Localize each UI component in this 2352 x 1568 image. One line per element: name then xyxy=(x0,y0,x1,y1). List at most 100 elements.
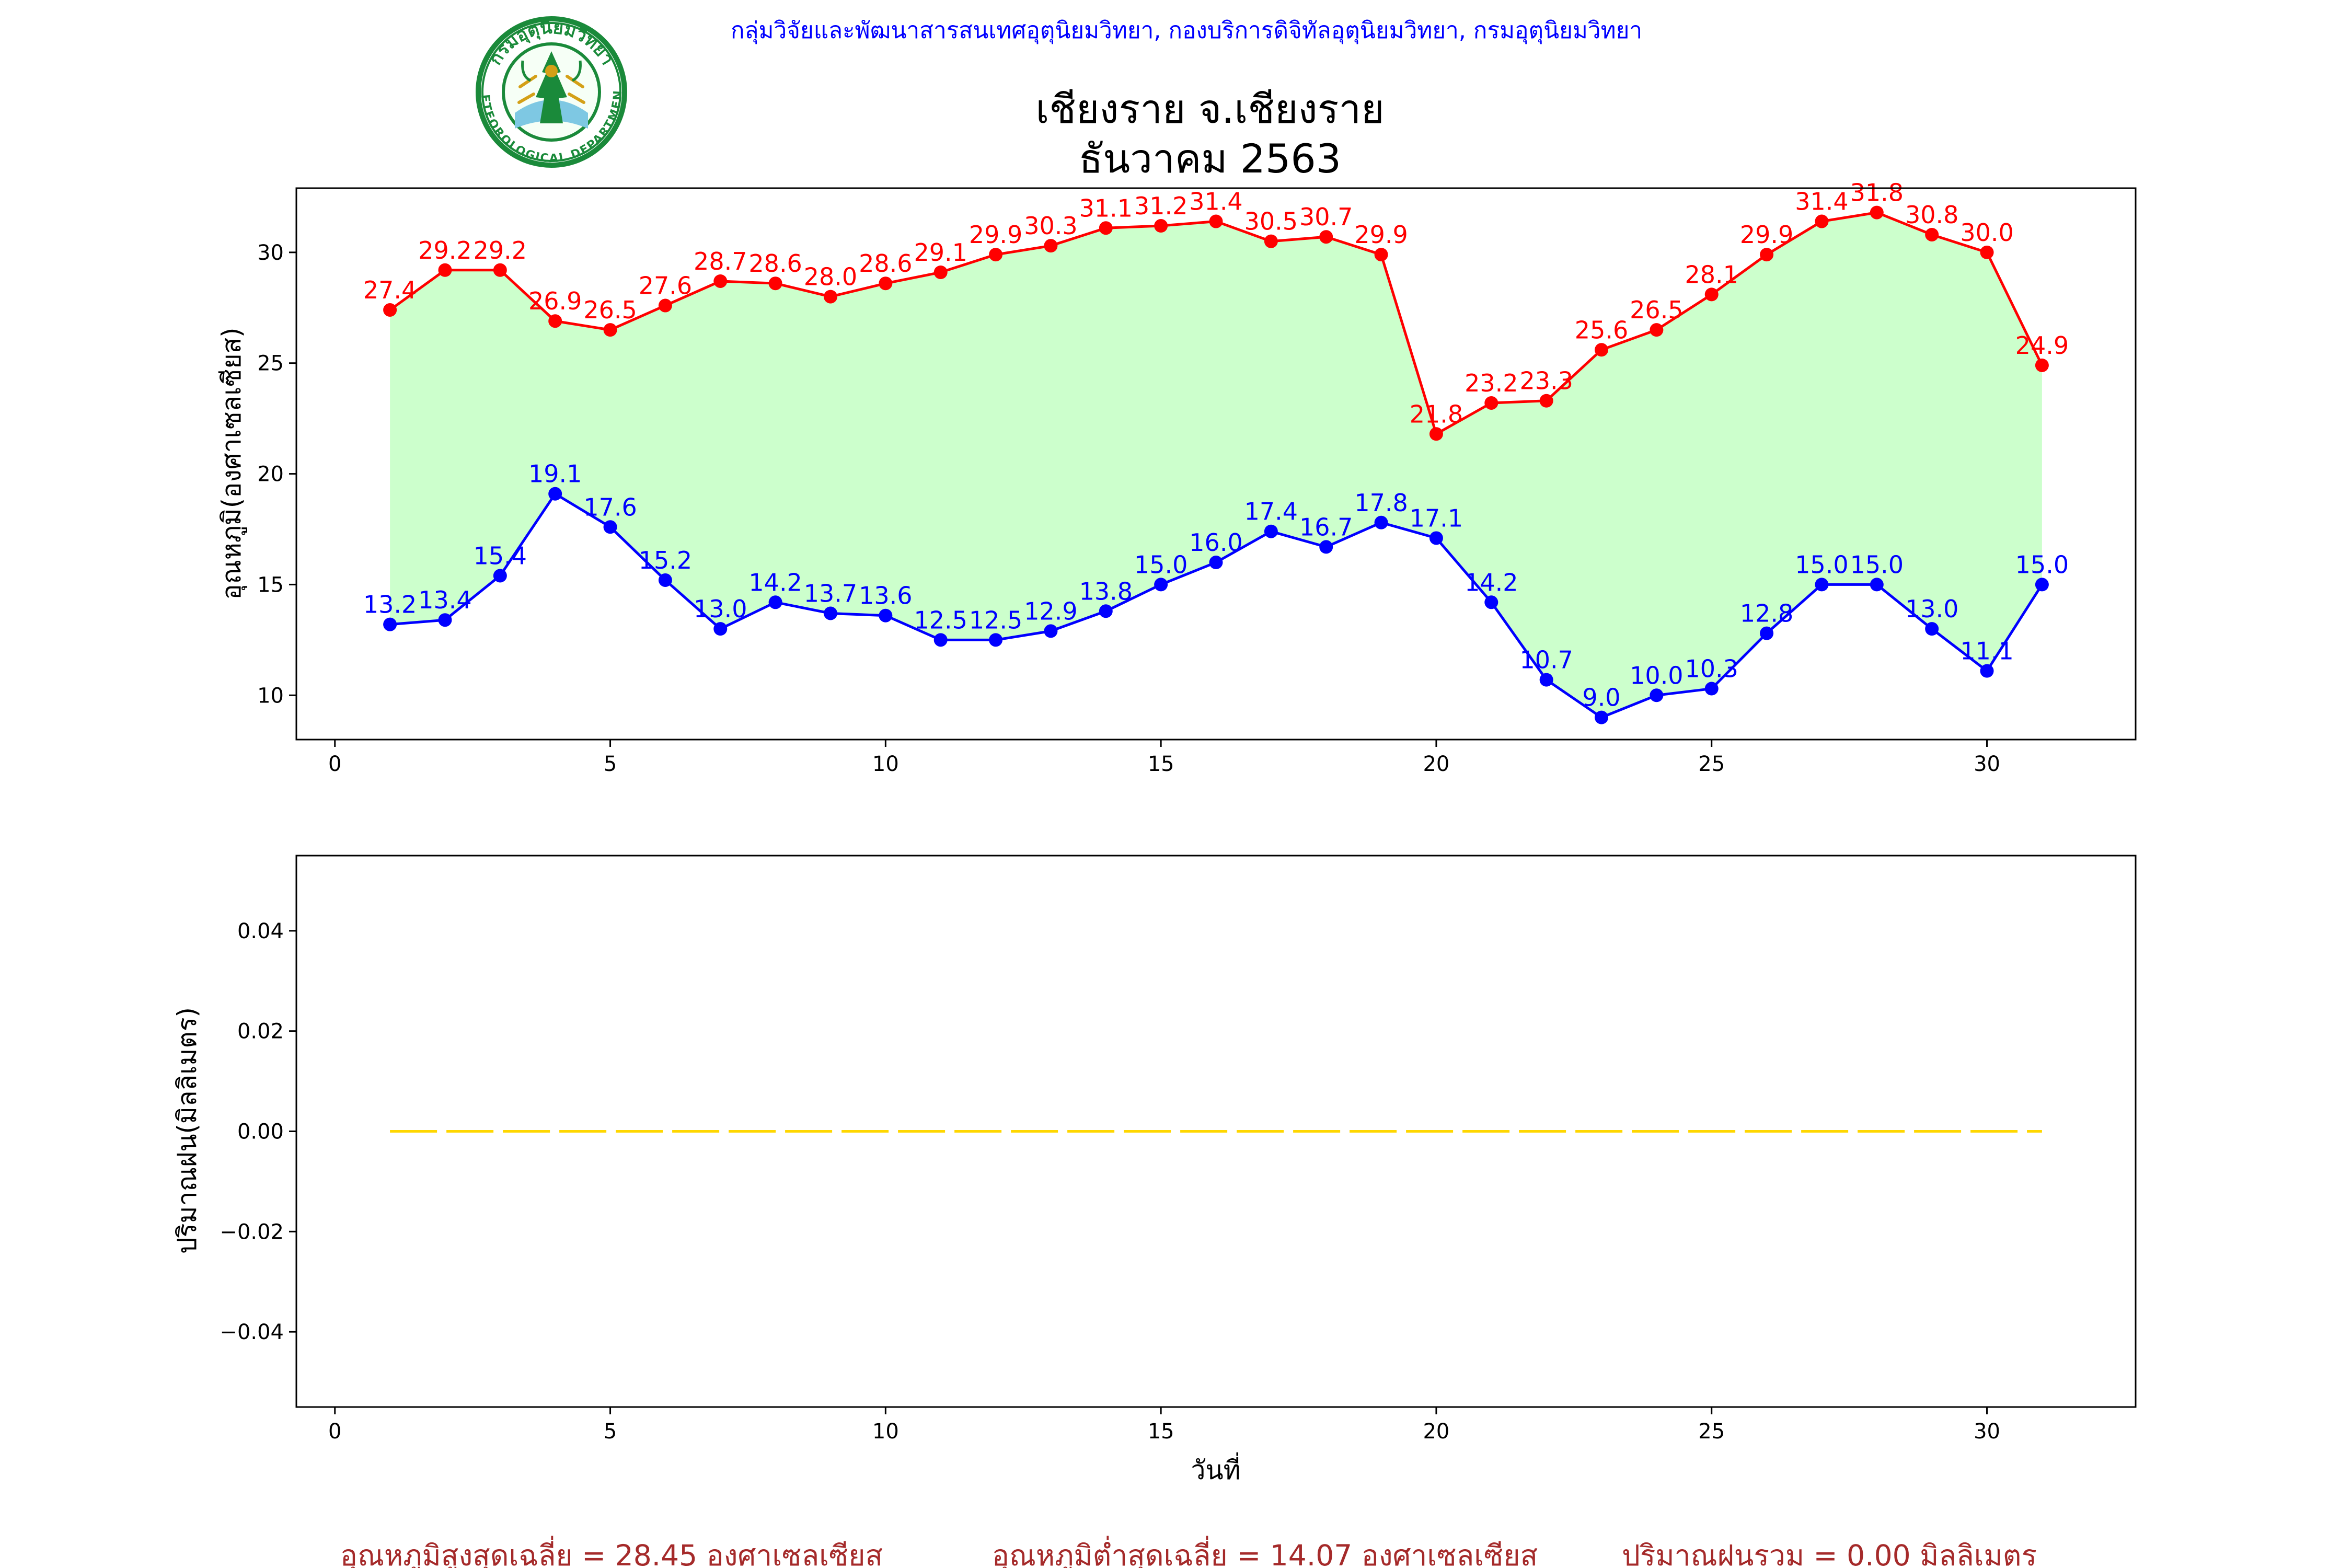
min-temperature-data-label: 10.7 xyxy=(1519,646,1573,674)
min-temperature-point xyxy=(879,608,893,622)
min-temperature-data-label: 16.0 xyxy=(1189,528,1242,557)
max-temperature-data-label: 26.5 xyxy=(583,296,637,324)
max-temperature-data-label: 25.6 xyxy=(1575,316,1628,344)
min-temperature-data-label: 14.2 xyxy=(748,568,802,596)
max-temperature-data-label: 31.2 xyxy=(1134,192,1187,220)
max-temperature-point xyxy=(1980,245,1994,259)
temperature-y-axis-label: อุณหภูมิ(องศาเซลเซียส) xyxy=(216,327,247,599)
max-temperature-point xyxy=(1595,343,1609,357)
min-temperature-data-label: 15.0 xyxy=(1795,550,1848,579)
max-temperature-point xyxy=(1099,221,1113,235)
max-temperature-point xyxy=(933,266,948,280)
min-temperature-data-label: 11.1 xyxy=(1960,637,2013,665)
min-temperature-point xyxy=(603,520,617,534)
temperature-x-tick-label: 25 xyxy=(1698,752,1725,776)
max-temperature-point xyxy=(1815,214,1829,228)
min-temperature-data-label: 17.6 xyxy=(583,493,637,521)
max-temperature-point xyxy=(1704,287,1719,302)
temperature-x-tick-label: 5 xyxy=(604,752,617,776)
rainfall-x-tick-label: 5 xyxy=(604,1420,617,1444)
min-temperature-data-label: 15.2 xyxy=(639,546,692,574)
max-temperature-data-label: 28.7 xyxy=(694,247,747,275)
rainfall-x-tick-label: 10 xyxy=(872,1420,899,1444)
temperature-y-tick-label: 30 xyxy=(257,241,284,265)
max-temperature-data-label: 23.3 xyxy=(1519,367,1573,395)
min-temperature-data-label: 12.5 xyxy=(914,606,967,634)
summary-rain-total: ปริมาณฝนรวม = 0.00 มิลลิเมตร xyxy=(1622,1539,2037,1568)
min-temperature-data-label: 13.7 xyxy=(804,579,857,607)
temperature-x-tick-label: 15 xyxy=(1148,752,1174,776)
max-temperature-point xyxy=(1484,396,1498,410)
summary-max-average: อุณหภูมิสูงสุดเฉลี่ย = 28.45 องศาเซลเซีย… xyxy=(340,1536,883,1568)
min-temperature-data-label: 14.2 xyxy=(1465,568,1518,596)
rainfall-y-tick-label: 0.00 xyxy=(237,1120,284,1144)
max-temperature-data-label: 23.2 xyxy=(1465,369,1518,397)
min-temperature-point xyxy=(1925,622,1939,636)
max-temperature-data-label: 28.1 xyxy=(1685,260,1738,289)
min-temperature-data-label: 15.4 xyxy=(474,541,527,570)
min-temperature-data-label: 15.0 xyxy=(1850,550,1904,579)
min-temperature-point xyxy=(933,633,948,647)
temperature-x-tick-label: 0 xyxy=(328,752,341,776)
min-temperature-point xyxy=(1595,710,1609,724)
max-temperature-point xyxy=(1374,248,1388,262)
max-temperature-data-label: 21.8 xyxy=(1410,400,1463,428)
max-temperature-point xyxy=(713,274,728,288)
max-temperature-point xyxy=(1760,248,1774,262)
min-temperature-data-label: 12.8 xyxy=(1740,599,1793,628)
agency-text: กลุ่มวิจัยและพัฒนาสารสนเทศอุตุนิยมวิทยา,… xyxy=(731,17,1642,44)
rainfall-y-tick-label: 0.02 xyxy=(237,1020,284,1044)
min-temperature-point xyxy=(989,633,1003,647)
rainfall-y-axis-label: ปริมาณฝน(มิลลิเมตร) xyxy=(172,1007,202,1254)
min-temperature-data-label: 17.4 xyxy=(1244,498,1298,526)
max-temperature-data-label: 30.3 xyxy=(1024,212,1077,240)
max-temperature-point xyxy=(1650,323,1664,337)
min-temperature-point xyxy=(1319,540,1333,554)
summary-min-average: อุณหภูมิต่ำสุดเฉลี่ย = 14.07 องศาเซลเซีย… xyxy=(992,1536,1538,1568)
max-temperature-data-label: 31.1 xyxy=(1079,194,1133,222)
rainfall-chart: 0 5 10 15 20 25 30 −0.04 −0.02 0.00 0.02 0.04 ปริมา… xyxy=(172,855,2137,1485)
temperature-x-tick-label: 10 xyxy=(872,752,899,776)
temperature-y-tick-label: 25 xyxy=(257,352,284,376)
max-temperature-point xyxy=(879,276,893,291)
rainfall-y-tick-label: −0.04 xyxy=(220,1320,284,1344)
max-temperature-point xyxy=(1870,205,1884,220)
min-temperature-point xyxy=(1264,524,1278,538)
max-temperature-data-label: 28.6 xyxy=(748,249,802,278)
max-temperature-point xyxy=(1264,234,1278,248)
max-temperature-data-label: 28.0 xyxy=(804,263,857,291)
min-temperature-point xyxy=(768,595,782,609)
temperature-x-tick-label: 30 xyxy=(1974,752,2000,776)
min-temperature-data-label: 15.0 xyxy=(2015,550,2069,579)
min-temperature-data-label: 13.6 xyxy=(859,582,912,610)
max-temperature-data-label: 31.4 xyxy=(1189,188,1242,216)
rainfall-x-tick-label: 0 xyxy=(328,1420,341,1444)
min-temperature-point xyxy=(383,617,397,631)
max-temperature-data-label: 26.5 xyxy=(1630,296,1683,324)
temperature-chart: 27.429.2 29.226.9 26.527.628.7 28.6 28.0 28.6… xyxy=(216,179,2137,776)
min-temperature-data-label: 19.1 xyxy=(528,460,582,488)
max-temperature-point xyxy=(438,263,452,277)
min-temperature-point xyxy=(1815,578,1829,592)
rainfall-x-axis-label: วันที่ xyxy=(1191,1452,1240,1485)
min-temperature-point xyxy=(493,569,507,583)
min-temperature-point xyxy=(823,606,837,620)
min-temperature-point xyxy=(1154,578,1168,592)
min-temperature-data-label: 10.3 xyxy=(1685,655,1738,683)
max-temperature-point xyxy=(1429,427,1443,441)
min-temperature-point xyxy=(1484,595,1498,609)
min-temperature-point xyxy=(1374,515,1388,529)
max-temperature-data-label: 29.9 xyxy=(1740,221,1793,249)
max-temperature-point xyxy=(1925,227,1939,241)
min-temperature-point xyxy=(1650,688,1664,702)
max-temperature-point xyxy=(2035,358,2049,372)
min-temperature-data-label: 13.8 xyxy=(1079,577,1133,605)
period-title: ธันวาคม 2563 xyxy=(1079,135,1341,182)
max-temperature-data-label: 29.1 xyxy=(914,238,967,267)
min-temperature-data-label: 13.0 xyxy=(694,595,747,623)
max-temperature-point xyxy=(548,314,562,328)
max-temperature-point xyxy=(1539,394,1553,408)
max-temperature-data-label: 29.2 xyxy=(474,236,527,264)
max-temperature-data-label: 28.6 xyxy=(859,249,912,278)
